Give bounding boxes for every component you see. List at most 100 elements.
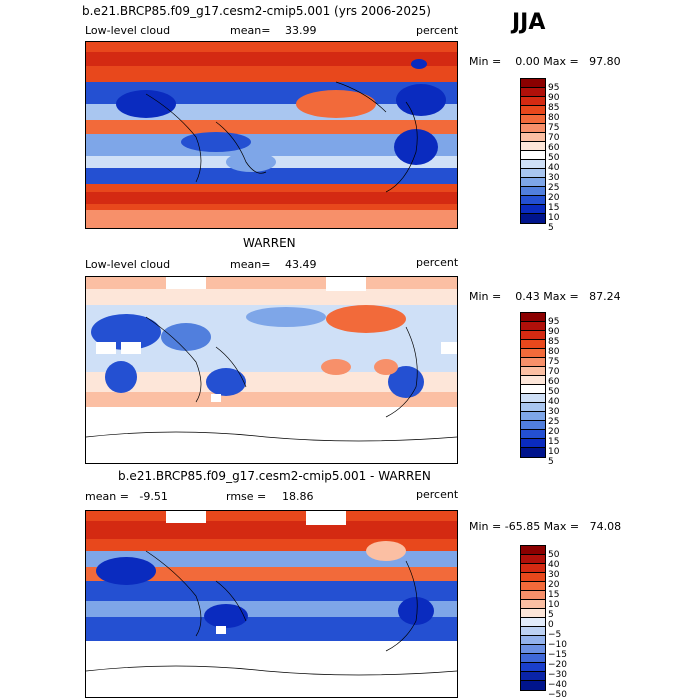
- colorbar-label: 90: [548, 93, 560, 103]
- panel1-stat-label: mean=: [230, 24, 271, 37]
- panel1-left-label: Low-level cloud: [85, 24, 171, 37]
- colorbar-label: 25: [548, 183, 560, 193]
- colorbar-box: [521, 591, 545, 600]
- colorbar-box: [521, 672, 545, 681]
- colorbar-box: [521, 322, 545, 331]
- colorbar-box: [521, 600, 545, 609]
- colorbar-box: [521, 376, 545, 385]
- panel2-range: Min = 0.43 Max = 87.24: [469, 290, 621, 303]
- colorbar-label: 50: [548, 153, 560, 163]
- colorbar-label: 20: [548, 193, 560, 203]
- colorbar-box: [521, 196, 545, 205]
- colorbar-box: [521, 421, 545, 430]
- colorbar-label: 70: [548, 367, 560, 377]
- colorbar-label: 5: [548, 610, 554, 620]
- colorbar-box: [521, 340, 545, 349]
- colorbar-label: 15: [548, 437, 560, 447]
- colorbar-label: 25: [548, 417, 560, 427]
- colorbar-label: −15: [548, 650, 567, 660]
- colorbar-label: −30: [548, 670, 567, 680]
- colorbar-box: [521, 681, 545, 690]
- colorbar-box: [521, 178, 545, 187]
- panel2-colorbar-labels: 95 90 85 80 75 70 60 50 40 30 25 20 15 1…: [548, 317, 559, 467]
- colorbar-box: [521, 214, 545, 223]
- colorbar-box: [521, 133, 545, 142]
- colorbar-label: 5: [548, 223, 554, 233]
- panel1-map: [85, 41, 458, 229]
- colorbar-box: [521, 97, 545, 106]
- season-label: JJA: [512, 10, 546, 35]
- colorbar-label: 95: [548, 83, 560, 93]
- colorbar-label: 10: [548, 447, 560, 457]
- colorbar-label: 15: [548, 203, 560, 213]
- colorbar-label: 85: [548, 337, 560, 347]
- panel3-colorbar: [520, 545, 546, 691]
- colorbar-box: [521, 654, 545, 663]
- colorbar-box: [521, 448, 545, 457]
- panel2-stat-value: 43.49: [285, 258, 317, 271]
- colorbar-label: 40: [548, 163, 560, 173]
- colorbar-box: [521, 187, 545, 196]
- colorbar-label: 60: [548, 143, 560, 153]
- colorbar-box: [521, 430, 545, 439]
- colorbar-box: [521, 88, 545, 97]
- colorbar-label: 10: [548, 213, 560, 223]
- colorbar-box: [521, 124, 545, 133]
- colorbar-box: [521, 618, 545, 627]
- colorbar-label: 75: [548, 123, 560, 133]
- panel2-stat-label: mean=: [230, 258, 271, 271]
- colorbar-label: 0: [548, 620, 554, 630]
- colorbar-box: [521, 609, 545, 618]
- colorbar-box: [521, 367, 545, 376]
- colorbar-box: [521, 663, 545, 672]
- colorbar-label: 40: [548, 397, 560, 407]
- panel3-title: b.e21.BRCP85.f09_g17.cesm2-cmip5.001 - W…: [118, 469, 431, 483]
- colorbar-box: [521, 439, 545, 448]
- panel1-units: percent: [416, 24, 459, 37]
- colorbar-box: [521, 205, 545, 214]
- colorbar-box: [521, 106, 545, 115]
- panel2-colorbar: [520, 312, 546, 458]
- colorbar-box: [521, 564, 545, 573]
- colorbar-label: 30: [548, 570, 560, 580]
- colorbar-box: [521, 349, 545, 358]
- colorbar-label: 80: [548, 113, 560, 123]
- panel1-stat-value: 33.99: [285, 24, 317, 37]
- panel2-units: percent: [416, 256, 459, 269]
- colorbar-box: [521, 555, 545, 564]
- colorbar-label: −40: [548, 680, 567, 690]
- panel3-stat-value: 18.86: [282, 490, 314, 503]
- panel3-stat-label: rmse =: [226, 490, 267, 503]
- colorbar-label: 5: [548, 457, 554, 467]
- colorbar-label: −5: [548, 630, 562, 640]
- colorbar-label: 80: [548, 347, 560, 357]
- colorbar-box: [521, 403, 545, 412]
- colorbar-box: [521, 151, 545, 160]
- colorbar-label: 10: [548, 600, 560, 610]
- colorbar-label: 30: [548, 173, 560, 183]
- panel3-range: Min = -65.85 Max = 74.08: [469, 520, 622, 533]
- colorbar-label: −20: [548, 660, 567, 670]
- panel3-colorbar-labels: 50 40 30 20 15 10 5 0 −5 −10 −15 −20 −30…: [548, 550, 567, 700]
- colorbar-label: 30: [548, 407, 560, 417]
- colorbar-box: [521, 394, 545, 403]
- colorbar-label: 20: [548, 580, 560, 590]
- colorbar-label: 50: [548, 387, 560, 397]
- colorbar-box: [521, 573, 545, 582]
- colorbar-box: [521, 385, 545, 394]
- colorbar-label: −50: [548, 690, 567, 700]
- colorbar-box: [521, 358, 545, 367]
- panel3-map: [85, 510, 458, 698]
- panel2-left-label: Low-level cloud: [85, 258, 171, 271]
- panel2-title: WARREN: [243, 236, 296, 250]
- colorbar-box: [521, 160, 545, 169]
- colorbar-box: [521, 412, 545, 421]
- panel3-left-label: mean = -9.51: [85, 490, 168, 503]
- colorbar-box: [521, 636, 545, 645]
- colorbar-box: [521, 645, 545, 654]
- colorbar-label: 90: [548, 327, 560, 337]
- panel1-colorbar-labels: 95 90 85 80 75 70 60 50 40 30 25 20 15 1…: [548, 83, 559, 233]
- colorbar-box: [521, 169, 545, 178]
- colorbar-label: 60: [548, 377, 560, 387]
- colorbar-box: [521, 331, 545, 340]
